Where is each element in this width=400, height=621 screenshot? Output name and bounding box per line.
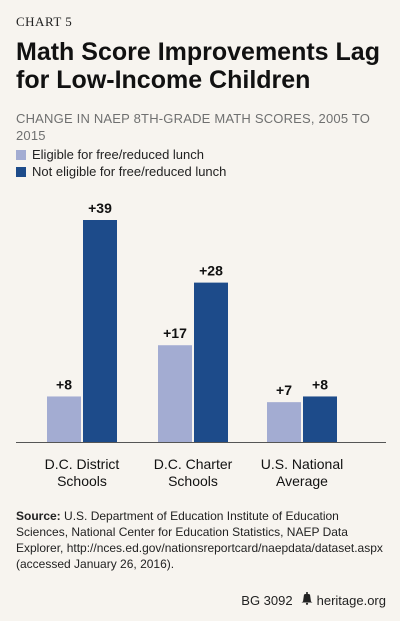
category-label-0-line-0: D.C. District (45, 456, 120, 472)
report-id: BG 3092 (241, 592, 293, 608)
bar-not-eligible-0 (83, 220, 117, 442)
site-name: heritage.org (316, 592, 386, 608)
legend-item-eligible: Eligible for free/reduced lunch (16, 146, 226, 163)
legend: Eligible for free/reduced lunch Not elig… (16, 146, 226, 180)
chart-title: Math Score Improvements Lag for Low-Inco… (16, 38, 380, 94)
category-label-0-line-1: Schools (57, 473, 107, 489)
data-label-eligible-2: +7 (276, 382, 292, 398)
data-label-not-eligible-0: +39 (88, 200, 112, 216)
legend-label-eligible: Eligible for free/reduced lunch (32, 147, 204, 162)
data-label-eligible-1: +17 (163, 325, 187, 341)
legend-swatch-not-eligible (16, 166, 26, 177)
category-label-1-line-0: D.C. Charter (154, 456, 233, 472)
bar-eligible-0 (47, 396, 81, 442)
bar-not-eligible-2 (303, 396, 337, 442)
chart-number: CHART 5 (16, 14, 73, 29)
chart-subtitle: CHANGE IN NAEP 8TH-GRADE MATH SCORES, 20… (16, 111, 371, 143)
footer: BG 3092 heritage.org (241, 592, 386, 608)
legend-label-not-eligible: Not eligible for free/reduced lunch (32, 164, 227, 179)
category-label-2-line-0: U.S. National (261, 456, 343, 472)
source-note: Source: U.S. Department of Education Ins… (16, 508, 388, 572)
data-label-eligible-0: +8 (56, 376, 72, 392)
category-label-2-line-1: Average (276, 473, 328, 489)
source-label: Source: (16, 509, 61, 523)
liberty-bell-icon (301, 592, 313, 608)
source-text: U.S. Department of Education Institute o… (16, 509, 383, 571)
legend-swatch-eligible (16, 149, 26, 160)
legend-item-not-eligible: Not eligible for free/reduced lunch (16, 163, 226, 180)
bar-eligible-1 (158, 345, 192, 442)
bar-eligible-2 (267, 402, 301, 442)
category-label-1-line-1: Schools (168, 473, 218, 489)
data-label-not-eligible-2: +8 (312, 376, 328, 392)
bar-not-eligible-1 (194, 282, 228, 442)
data-label-not-eligible-1: +28 (199, 263, 223, 279)
